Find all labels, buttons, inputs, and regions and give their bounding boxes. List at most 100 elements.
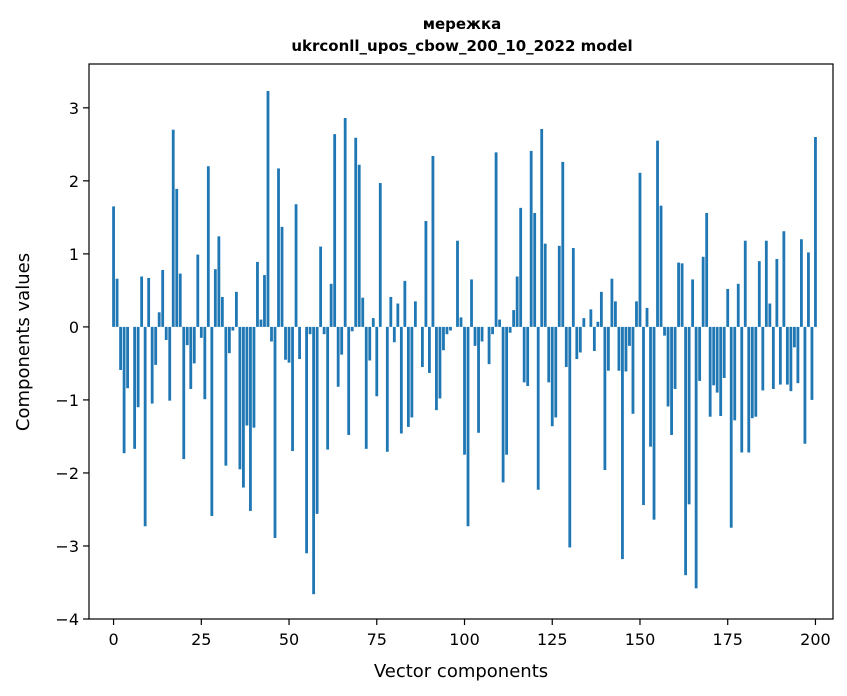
bar-200 (814, 137, 817, 327)
bar-161 (677, 262, 680, 327)
bar-165 (691, 279, 695, 327)
bar-17 (171, 129, 175, 327)
bar-65 (340, 326, 344, 355)
bar-115 (515, 276, 519, 327)
y-axis-ticks: −4 −3 −2 −1 0 1 2 3 (55, 99, 89, 629)
bar-71 (361, 297, 365, 327)
bar-117 (522, 326, 526, 383)
bar-26 (203, 326, 207, 400)
bar-109 (494, 152, 498, 327)
bar-104 (477, 326, 480, 433)
bar-108 (491, 326, 494, 335)
bar-31 (220, 296, 224, 327)
bar-2 (119, 326, 122, 370)
bar-70 (357, 164, 361, 327)
bar-118 (526, 326, 530, 387)
bar-195 (796, 326, 800, 384)
y-tick-label: 2 (69, 172, 79, 191)
bar-119 (529, 150, 533, 327)
bar-171 (712, 326, 716, 386)
bar-13 (157, 312, 161, 327)
bar-82 (399, 326, 403, 434)
bar-111 (501, 326, 505, 483)
bar-158 (666, 326, 670, 407)
bar-145 (621, 326, 624, 560)
bar-7 (136, 326, 140, 408)
bar-72 (364, 326, 368, 449)
bar-120 (533, 212, 537, 327)
bar-121 (536, 326, 540, 490)
bar-58 (315, 326, 319, 514)
bar-163 (684, 326, 688, 576)
bar-129 (564, 326, 568, 368)
bar-167 (698, 326, 702, 381)
bar-92 (435, 326, 438, 411)
bar-62 (329, 283, 333, 327)
bar-146 (624, 326, 628, 372)
bar-41 (256, 261, 259, 327)
bar-83 (403, 280, 407, 327)
bar-76 (378, 183, 382, 327)
bar-100 (463, 326, 466, 455)
bar-32 (224, 326, 228, 466)
bar-156 (659, 205, 663, 327)
bar-24 (196, 254, 200, 327)
bar-185 (761, 326, 765, 391)
bar-138 (596, 321, 600, 327)
x-axis-ticks: 0 25 50 75 100 125 150 175 200 (108, 619, 831, 649)
bar-95 (445, 326, 449, 335)
chart-title-line1: мережка (423, 15, 502, 33)
bar-112 (505, 326, 509, 455)
bar-101 (466, 326, 470, 527)
bar-157 (663, 326, 666, 336)
bar-144 (617, 326, 621, 371)
bar-78 (385, 326, 389, 452)
bar-107 (487, 326, 491, 365)
plot-frame (88, 63, 834, 620)
bar-189 (775, 258, 779, 327)
bar-51 (291, 326, 294, 452)
y-tick-label: −3 (55, 537, 79, 556)
bar-90 (428, 326, 431, 373)
bar-140 (603, 326, 607, 471)
bar-9 (143, 326, 147, 527)
bar-142 (610, 278, 614, 327)
bar-160 (673, 326, 677, 389)
bar-84 (406, 326, 410, 427)
bar-61 (326, 326, 330, 450)
bar-19 (178, 273, 182, 327)
bar-14 (161, 269, 165, 327)
bar-169 (705, 212, 709, 327)
bar-125 (550, 326, 554, 427)
y-tick-label: 1 (69, 245, 79, 264)
bar-93 (438, 326, 442, 399)
bar-3 (122, 326, 126, 454)
bar-179 (740, 326, 744, 453)
bar-197 (803, 326, 807, 444)
bars-group (112, 91, 817, 595)
bar-184 (757, 261, 761, 327)
bar-40 (252, 326, 256, 428)
bar-164 (687, 326, 691, 505)
bar-15 (164, 326, 168, 341)
bar-151 (642, 326, 645, 506)
x-tick-label: 100 (449, 630, 480, 649)
bar-143 (614, 301, 617, 327)
bar-8 (140, 276, 144, 327)
bar-177 (733, 326, 737, 421)
bar-141 (606, 326, 610, 371)
bar-53 (298, 326, 301, 360)
bar-134 (582, 318, 586, 327)
bar-6 (133, 326, 137, 449)
bar-152 (645, 307, 649, 327)
bar-196 (800, 239, 803, 327)
bar-66 (343, 118, 347, 327)
bar-183 (754, 326, 758, 417)
bar-173 (719, 326, 723, 416)
bar-116 (519, 207, 523, 327)
bar-178 (736, 283, 740, 327)
x-tick-label: 150 (625, 630, 656, 649)
bar-50 (287, 326, 291, 363)
bar-85 (410, 326, 414, 418)
bar-191 (782, 231, 786, 327)
